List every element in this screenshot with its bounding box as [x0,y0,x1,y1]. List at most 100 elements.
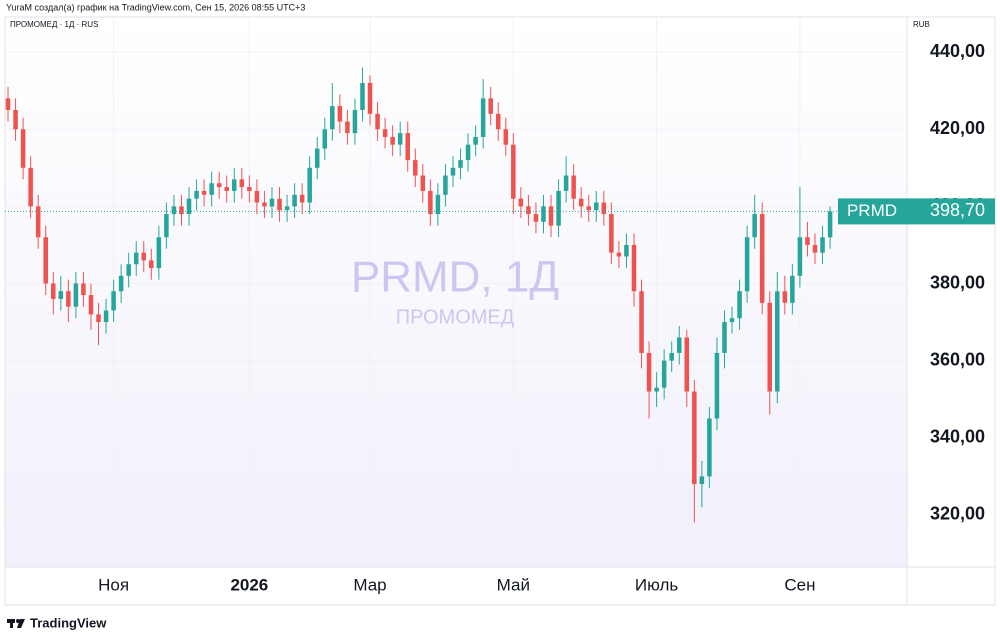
candle-body [533,214,539,222]
candle-body [216,183,222,188]
currency: RUB [913,20,930,29]
candle-body [488,98,493,114]
candle-body [790,275,795,303]
candle-body [744,237,750,292]
candle-body [578,198,584,207]
candle-body [548,206,554,226]
symbol-label: PRMD [847,201,897,220]
candle-body [118,275,124,292]
candle-body [397,133,403,145]
candle-body [495,113,501,130]
candle-body [684,337,690,392]
candle-body [820,237,825,253]
candle-body [473,136,478,145]
last-price-label: 398,70 [930,200,985,220]
candle-body [594,202,599,211]
candle-body [194,190,199,199]
watermark: PRMD, 1Д [351,253,559,302]
candle-body [126,264,131,276]
watermark-subtitle: ПРОМОМЕД [396,306,515,328]
candles [5,67,833,523]
candle-body [262,202,267,207]
candle-body [322,129,328,149]
x-tick-label: 2026 [230,575,268,594]
candle-body [767,302,773,392]
x-tick-label: Июль [635,575,679,594]
candle-body [661,360,667,388]
candle-body [345,121,350,134]
candle-body [58,291,64,299]
candle-body [556,190,561,226]
candle-body [5,98,11,110]
candle-body [443,175,448,195]
candle-body [729,318,735,323]
candle-body [314,148,320,168]
candle-body [586,206,591,211]
candle-body [103,310,109,323]
candle-body [239,179,245,188]
candle-body [526,206,531,215]
brand: TradingView [30,615,107,630]
candle-body [571,175,576,199]
symbol-line: ПРОМОМЕД · 1Д · RUS [10,20,98,29]
axes: 320,00340,00360,00380,00400,00420,00440,… [5,41,995,594]
candle-body [646,352,652,392]
candle-body [28,167,33,207]
brand-logo [7,619,25,628]
plot-background [5,17,907,567]
candle-body [511,144,516,199]
candle-body [480,98,486,137]
candle-body [133,252,139,265]
candle-body [428,190,433,215]
candle-body [624,244,629,257]
candle-body [405,133,410,161]
candle-body [186,198,192,215]
candle-body [81,283,86,296]
candle-body [224,187,229,191]
candle-body [714,352,720,419]
candle-body [269,198,275,207]
candle-body [465,144,471,161]
candle-body [171,206,177,215]
candle-body [352,109,358,134]
candle-body [722,322,727,353]
y-tick-label: 420,00 [930,118,985,138]
candle-body [111,291,116,311]
candle-body [247,187,252,191]
candle-body [13,109,18,130]
candle-body [827,211,833,238]
candle-body [141,252,147,261]
candle-body [563,175,569,191]
candle-body [382,129,388,137]
candle-body [737,291,742,319]
x-tick-label: Май [497,575,530,594]
candle-body [43,237,48,284]
x-tick-label: Мар [353,575,386,594]
candle-body [420,175,426,191]
y-tick-label: 340,00 [930,427,985,447]
candle-body [707,418,712,477]
candle-body [458,160,463,168]
y-tick-label: 320,00 [930,504,985,524]
candle-body [601,202,607,215]
candle-body [149,260,154,269]
candle-body [450,167,456,176]
candle-body [209,183,214,195]
candle-body [782,291,788,303]
candle-body [51,283,56,299]
candle-body [518,198,524,207]
chart-frame [4,16,996,606]
y-tick-label: 360,00 [930,349,985,369]
candle-body [631,244,637,292]
candle-body [676,337,682,353]
candle-body [88,295,94,315]
candle-body [20,129,26,168]
candle-body [367,82,373,114]
candle-body [232,179,237,191]
candle-body [812,244,818,253]
candle-body [503,129,509,145]
candle-body [337,106,343,122]
candle-body [752,214,757,238]
candle-body [299,194,305,203]
